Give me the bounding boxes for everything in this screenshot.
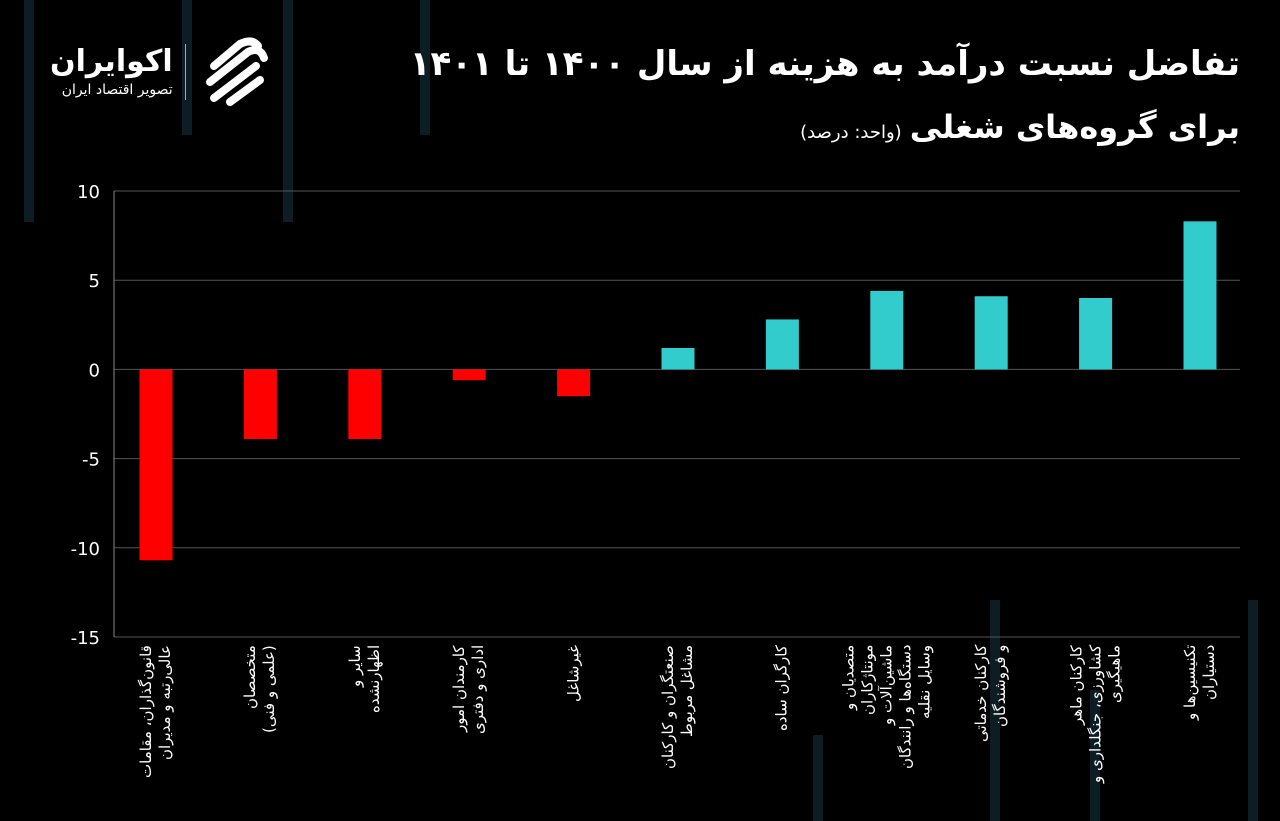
x-tick-label: تکنیسین‌ها و دستیاران [1181, 645, 1218, 721]
bar [452, 369, 486, 381]
logo-icon [205, 37, 268, 106]
x-tick-label: متخصصان (علمی و فنی) [241, 645, 279, 733]
logo-name: اکوایران [50, 44, 173, 79]
unit-label: (واحد: درصد) [800, 122, 902, 143]
bar [243, 369, 277, 439]
bar [557, 369, 591, 397]
logo: اکوایران تصویر اقتصاد ایران [50, 36, 272, 108]
subtitle-text: برای گروه‌های شغلی [909, 108, 1240, 146]
x-tick-label: کارمندان امور اداری و دفتری [450, 645, 488, 735]
x-tick-label: غیرشاغل [564, 645, 583, 702]
bar [1183, 221, 1217, 370]
y-tick-label: 0 [89, 360, 100, 381]
chart-title: تفاضل نسبت درآمد به هزینه از سال ۱۴۰۰ تا… [409, 44, 1240, 84]
bar [870, 290, 904, 370]
y-tick-label: -10 [71, 539, 100, 560]
y-tick-label: 5 [89, 271, 100, 292]
bar [765, 319, 799, 370]
bar [348, 369, 382, 439]
bar [974, 296, 1008, 370]
bar [139, 369, 173, 561]
chart-subtitle: برای گروه‌های شغلی (واحد: درصد) [800, 108, 1240, 146]
x-tick-label: صنعتگران و کارکنان مشاغل مربوط [659, 645, 696, 769]
x-tick-label: کارکنان ماهر کشاورزی، جنگلداری و ماهیگیر… [1067, 645, 1124, 784]
bar [661, 347, 695, 370]
x-tick-label: سایر و اظهارنشده [345, 645, 383, 714]
y-tick-label: 10 [77, 182, 100, 203]
x-tick-label: کارکنان خدماتی و فروشندگان [972, 645, 1010, 743]
y-tick-label: -15 [71, 628, 100, 649]
bar [1079, 298, 1113, 370]
y-tick-label: -5 [82, 450, 100, 471]
x-tick-label: متصدیان و مونتاژکاران ماشین‌آلات و دستگا… [839, 645, 934, 770]
x-tick-label: کارگران ساده [772, 645, 791, 732]
logo-tagline: تصویر اقتصاد ایران [61, 82, 173, 98]
x-tick-label: قانون‌گذاران، مقامات عالی‌رتبه و مدیران [137, 645, 174, 778]
